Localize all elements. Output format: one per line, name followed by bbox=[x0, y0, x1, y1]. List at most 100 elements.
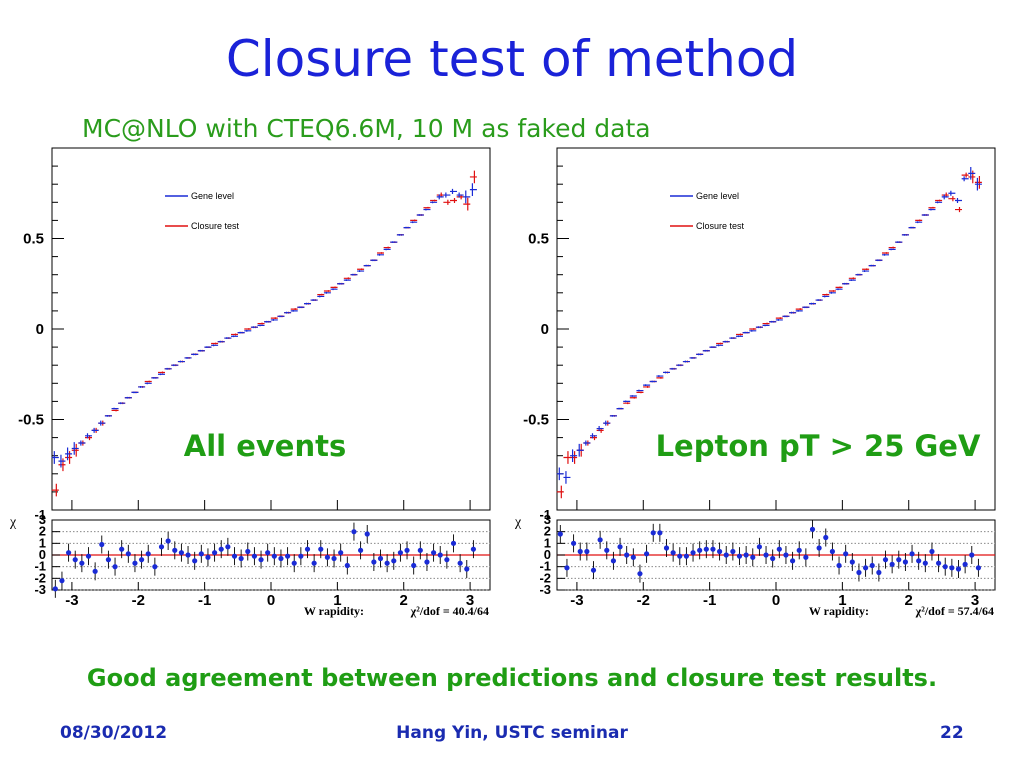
c0-closure-point bbox=[65, 451, 73, 464]
c0-chi-point bbox=[377, 555, 384, 562]
c1-gene-point bbox=[583, 440, 591, 446]
c1-gene-point bbox=[656, 375, 664, 377]
c1-xaxis-label: W rapidity: bbox=[809, 604, 869, 618]
c1-gene-point bbox=[795, 309, 803, 312]
c0-chi-point bbox=[464, 566, 470, 572]
c0-closure-point bbox=[469, 170, 477, 184]
c1-gene-point bbox=[682, 360, 690, 363]
c0-chi-point bbox=[178, 550, 185, 556]
c0-chi-point bbox=[457, 560, 463, 566]
c0-gene-point bbox=[456, 192, 464, 198]
c0-chi-point bbox=[145, 551, 151, 557]
c1-chi-tick-label: 2 bbox=[544, 524, 551, 539]
c0-xtick-label-2: -1 bbox=[198, 592, 211, 609]
c1-gene-point bbox=[702, 349, 710, 352]
c0-gene-point bbox=[450, 188, 457, 194]
c0-gene-point bbox=[131, 391, 139, 394]
c0-chi-point bbox=[192, 558, 198, 564]
c1-chi-point bbox=[650, 530, 656, 536]
c0-gene-point bbox=[304, 302, 311, 305]
c1-chi-tick-label: 3 bbox=[544, 512, 551, 527]
c1-gene-point bbox=[968, 167, 976, 180]
c0-gene-point bbox=[171, 364, 179, 367]
c1-chi-point bbox=[902, 559, 909, 565]
c0-gene-point bbox=[416, 214, 424, 216]
c1-chi-point bbox=[763, 552, 769, 558]
c0-gene-point bbox=[277, 315, 285, 318]
c1-chi-point bbox=[809, 526, 816, 532]
c0-closure-point bbox=[290, 308, 298, 310]
c0-chi-point bbox=[211, 550, 218, 556]
c1-gene-point bbox=[563, 471, 571, 484]
c1-gene-point bbox=[835, 288, 843, 291]
c0-chi-point bbox=[238, 555, 244, 562]
c0-gene-point bbox=[91, 427, 99, 433]
c0-legend-gene-label: Gene level bbox=[191, 191, 234, 201]
c1-gene-point bbox=[596, 426, 604, 432]
c1-gene-point bbox=[762, 324, 770, 327]
c0-gene-point bbox=[118, 402, 126, 405]
c1-gene-point bbox=[603, 420, 611, 426]
c0-closure-point bbox=[211, 342, 219, 345]
slide-subtitle: MC@NLO with CTEQ6.6M, 10 M as faked data bbox=[82, 114, 651, 143]
c0-xtick-label-3: 0 bbox=[267, 592, 275, 609]
c0-chi-point bbox=[72, 557, 78, 563]
c0-chi-point bbox=[391, 558, 397, 564]
c1-chi-point bbox=[663, 545, 670, 551]
c1-gene-point bbox=[609, 414, 617, 417]
c1-chi-point bbox=[736, 553, 743, 559]
c0-chi-point bbox=[417, 547, 423, 553]
c1-closure-point bbox=[775, 317, 783, 320]
footer-page: 22 bbox=[940, 723, 964, 743]
c0-chi-point bbox=[152, 564, 158, 570]
c0-chi-point bbox=[231, 553, 238, 559]
c1-gene-point bbox=[623, 400, 631, 403]
c0-gene-point bbox=[323, 291, 331, 294]
c1-chi-point bbox=[856, 569, 862, 576]
c1-closure-point bbox=[656, 376, 664, 379]
c1-chi-tick-label: -2 bbox=[539, 570, 551, 585]
c1-closure-point bbox=[974, 176, 982, 189]
c0-closure-point bbox=[383, 246, 391, 249]
c1-chi-point bbox=[836, 562, 842, 569]
c1-chi-point bbox=[823, 534, 829, 541]
c1-xtick-label-2: -1 bbox=[703, 592, 716, 609]
c0-chi-tick-label: 3 bbox=[39, 512, 46, 527]
c0-gene-point bbox=[124, 396, 132, 399]
c0-gene-point bbox=[231, 335, 238, 338]
c1-chi-point bbox=[577, 548, 583, 555]
c0-chi-point bbox=[138, 557, 145, 563]
c1-chi-point bbox=[770, 555, 776, 562]
c0-gene-point bbox=[396, 233, 404, 236]
c1-gene-point bbox=[570, 449, 578, 463]
c1-closure-point bbox=[762, 322, 770, 325]
c1-xtick-label-6: 3 bbox=[971, 592, 979, 609]
c0-chi-point bbox=[298, 553, 304, 559]
c0-gene-point bbox=[138, 386, 146, 388]
c0-chi-tick-label: -1 bbox=[34, 559, 46, 574]
c0-chi-point bbox=[59, 578, 65, 584]
c1-closure-point bbox=[822, 293, 830, 296]
c0-chi-point bbox=[251, 553, 258, 559]
c0-gene-point bbox=[164, 367, 172, 370]
c1-chi-point bbox=[922, 560, 928, 566]
c0-chi-point bbox=[357, 547, 364, 553]
c0-xtick-label-0: -3 bbox=[65, 592, 78, 609]
c0-gene-point bbox=[224, 337, 232, 339]
c1-chi-point bbox=[935, 560, 942, 566]
c0-gene-point bbox=[217, 340, 225, 343]
c1-closure-point bbox=[888, 246, 896, 249]
c0-closure-point bbox=[317, 293, 325, 296]
c1-gene-point bbox=[709, 346, 717, 349]
c0-chi-point bbox=[384, 560, 390, 566]
c1-chi-point bbox=[643, 551, 650, 557]
c1-gene-point bbox=[815, 299, 823, 301]
c0-gene-point bbox=[144, 382, 152, 385]
c1-chi-point bbox=[690, 550, 696, 556]
c0-chi-point bbox=[65, 550, 72, 556]
c1-closure-point bbox=[556, 485, 564, 499]
c1-chi-point bbox=[557, 531, 563, 537]
c0-xaxis-label: W rapidity: bbox=[304, 604, 364, 618]
c1-gene-point bbox=[742, 331, 750, 334]
c0-closure-point bbox=[323, 290, 331, 292]
